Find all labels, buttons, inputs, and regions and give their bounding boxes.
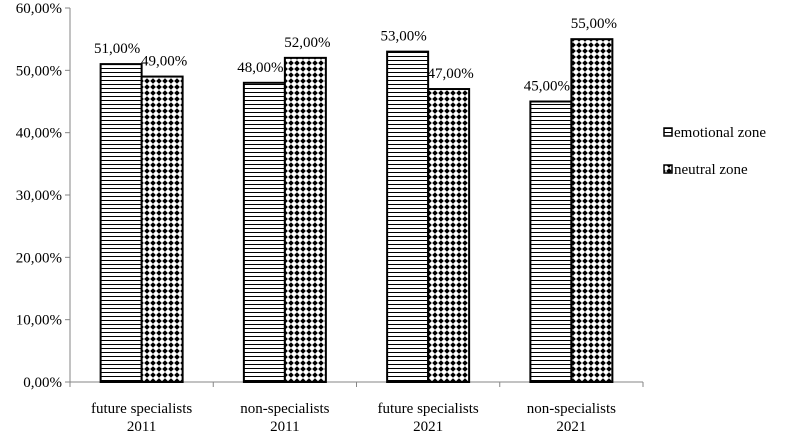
data-label: 47,00% bbox=[428, 66, 474, 82]
x-category-label-line: non-specialists bbox=[527, 401, 616, 417]
x-category-label-line: 2011 bbox=[127, 419, 156, 435]
x-category-label: non-specialists 2021 bbox=[527, 401, 616, 435]
y-tick-label: 20,00% bbox=[16, 250, 62, 266]
bar-emotional-zone bbox=[99, 63, 143, 383]
bar-neutral-zone bbox=[283, 56, 327, 383]
data-label: 45,00% bbox=[524, 79, 570, 95]
x-category-label: future specialists 2021 bbox=[378, 401, 479, 435]
data-label: 48,00% bbox=[237, 60, 283, 76]
bar-emotional-zone bbox=[386, 50, 430, 384]
y-tick-label: 0,00% bbox=[23, 375, 62, 391]
x-category-label-line: non-specialists bbox=[240, 401, 329, 417]
bar-neutral-zone bbox=[570, 38, 614, 384]
x-category-label-line: 2021 bbox=[413, 419, 443, 435]
legend-label-emotional-zone: emotional zone bbox=[674, 125, 766, 141]
legend-swatch-emotional-zone bbox=[663, 127, 673, 137]
y-tick-label: 60,00% bbox=[16, 1, 62, 17]
data-labels: 51,00%49,00% 48,00%52,00% 53,00% 47,00% 45,0… bbox=[94, 16, 617, 94]
bars bbox=[99, 38, 614, 384]
x-category-label-line: future specialists bbox=[91, 401, 192, 417]
x-category-label: future specialists 2011 bbox=[91, 401, 192, 435]
bar-neutral-zone bbox=[140, 75, 184, 383]
bar-neutral-zone bbox=[427, 88, 471, 384]
legend-swatch-neutral-zone bbox=[663, 164, 673, 174]
data-label: 49,00% bbox=[141, 54, 187, 70]
legend: emotional zone neutral zone bbox=[663, 125, 766, 178]
y-tick-label: 30,00% bbox=[16, 188, 62, 204]
data-label: 51,00% bbox=[94, 41, 140, 57]
bar-emotional-zone bbox=[529, 100, 573, 383]
legend-label-neutral-zone: neutral zone bbox=[674, 162, 748, 178]
data-label: 52,00% bbox=[284, 35, 330, 51]
x-category-label-line: future specialists bbox=[378, 401, 479, 417]
y-tick-label: 40,00% bbox=[16, 126, 62, 142]
y-tick-label: 50,00% bbox=[16, 63, 62, 79]
y-tick-label: 10,00% bbox=[16, 313, 62, 329]
axes: 0,00% 10,00% 20,00% 30,00% 40,00% 50,00% 60,00… bbox=[16, 1, 644, 435]
data-label: 55,00% bbox=[571, 16, 617, 32]
x-category-label: non-specialists 2011 bbox=[240, 401, 329, 435]
x-category-label-line: 2021 bbox=[556, 419, 586, 435]
data-label: 53,00% bbox=[381, 29, 427, 45]
x-category-label-line: 2011 bbox=[270, 419, 299, 435]
bar-emotional-zone bbox=[242, 81, 286, 384]
